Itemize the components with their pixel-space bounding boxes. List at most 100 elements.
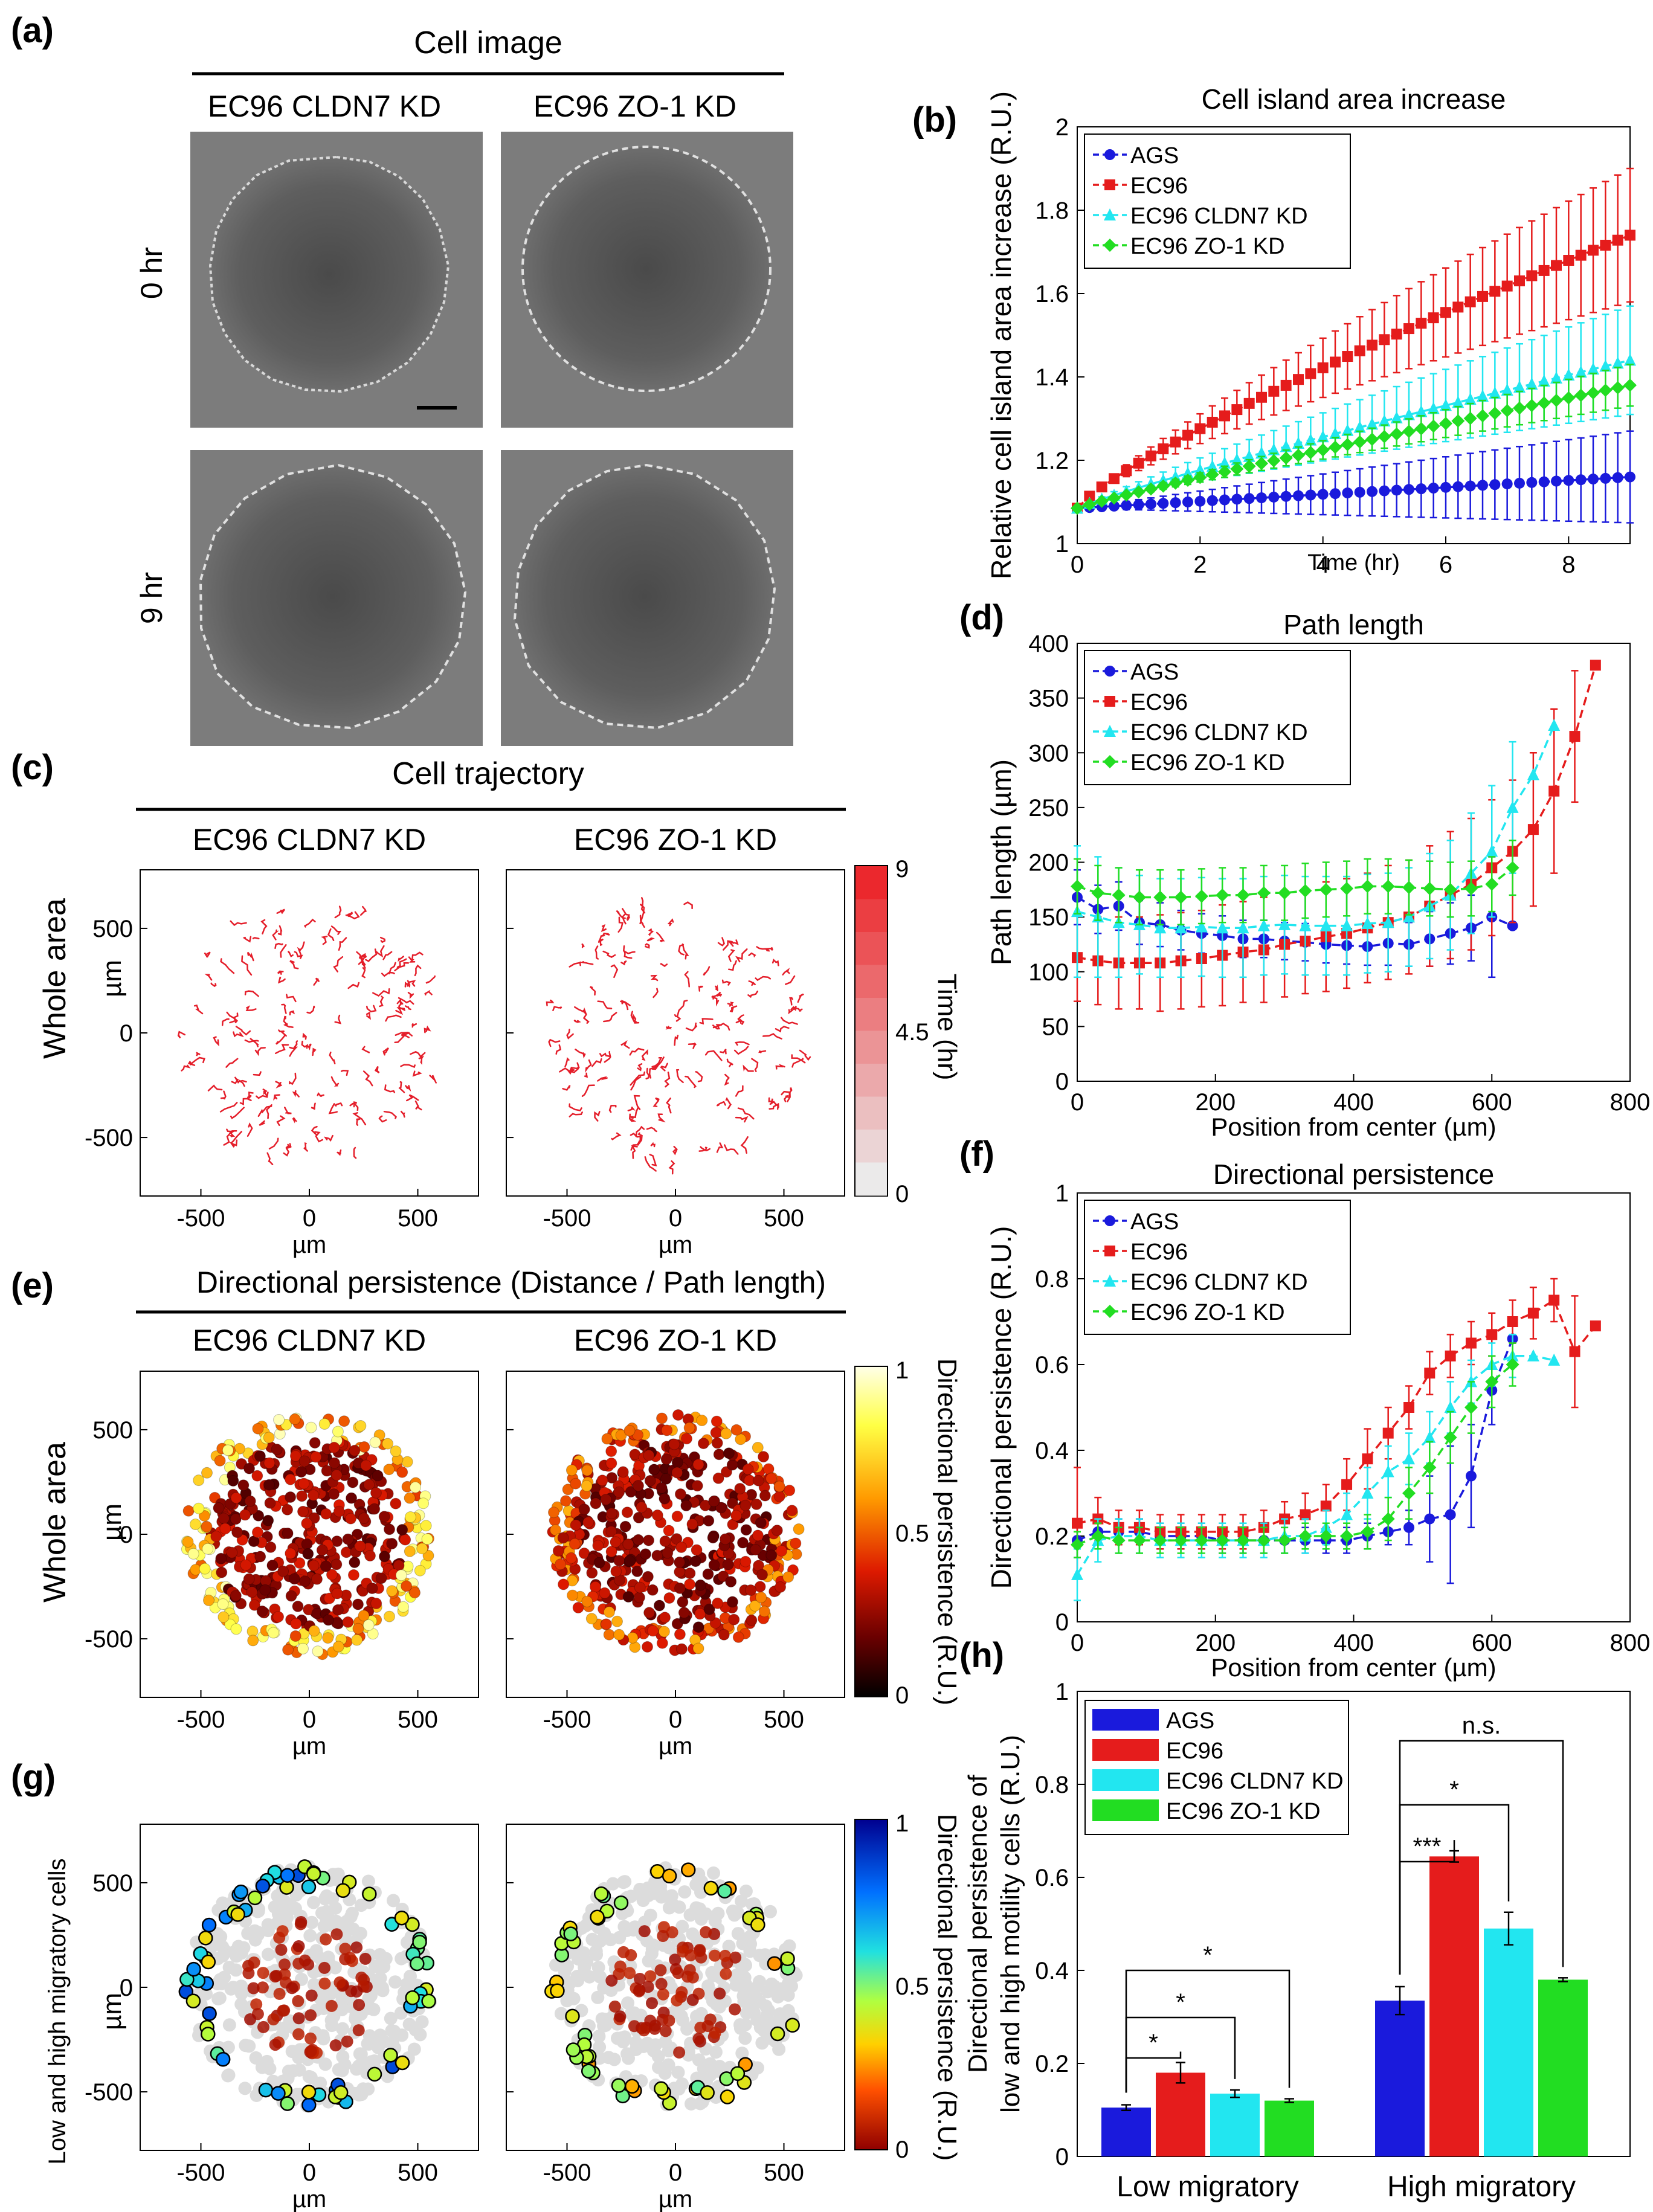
panel-c-col-label-zo1: EC96 ZO-1 KD [574, 823, 777, 857]
marker-zo1 [1181, 474, 1194, 487]
panel-c-cldn7-ytick-label: 500 [92, 916, 133, 942]
cell-track [715, 984, 718, 991]
persistence-dot [730, 1509, 743, 1522]
persistence-dot [404, 1492, 416, 1504]
background-cell-dot [321, 1950, 335, 1964]
background-cell-dot [324, 2013, 338, 2027]
high-migratory-dot [700, 2085, 715, 2100]
marker-cldn7 [1427, 402, 1440, 414]
marker-ec96 [1293, 374, 1304, 385]
cell-track [333, 956, 344, 973]
legend-label: EC96 CLDN7 KD [1130, 720, 1308, 745]
low-migratory-dot [329, 2039, 342, 2052]
high-migratory-dot [255, 1879, 271, 1894]
marker-ec96 [1354, 345, 1365, 356]
chart-b: Cell island area increase 0 2 4 6 8 1 1.2 1.4 1.6… [985, 83, 1637, 579]
cell-track [277, 925, 283, 936]
cell-track [611, 1132, 622, 1140]
persistence-dot [236, 1534, 248, 1546]
low-migratory-dot [605, 1974, 618, 1987]
panel-c-cldn7-ytick-label: -500 [85, 1125, 133, 1151]
marker-zo1 [1562, 391, 1576, 405]
cell-track [382, 951, 393, 960]
high-migratory-dot [590, 1909, 605, 1924]
high-migratory-dot [215, 2051, 231, 2067]
persistence-dot [558, 1578, 570, 1590]
legend-label: EC96 [1166, 1738, 1223, 1764]
persistence-dot [230, 1590, 242, 1602]
persistence-dot [182, 1536, 194, 1548]
high-migratory-dot [230, 1907, 245, 1922]
background-cell-dot [652, 2060, 665, 2074]
panel-g-cldn7-ytick-label: 500 [92, 1870, 133, 1897]
marker-ec96 [1280, 379, 1292, 391]
cell-track [275, 1081, 283, 1088]
persistence-dot [386, 1585, 398, 1597]
high-migratory-dot [333, 2085, 349, 2100]
high-migratory-dot [201, 1917, 217, 1933]
cell-track [292, 1090, 300, 1098]
persistence-dot [231, 1526, 243, 1538]
cell-track [674, 1035, 679, 1046]
persistence-dot [417, 1497, 430, 1509]
low-migratory-dot [700, 1926, 712, 1938]
panel-g-cldn7-xtick-label: 500 [398, 2159, 438, 2186]
marker-ec96 [1445, 1350, 1456, 1362]
legend-label: EC96 ZO-1 KD [1130, 750, 1285, 776]
panel-c-cldn7-xlabel-unit: µm [292, 1232, 326, 1258]
persistence-dot [420, 1520, 432, 1532]
cell-track [594, 1111, 601, 1122]
marker-zo1 [1525, 399, 1539, 413]
cell-track [262, 1088, 268, 1097]
marker-ec96 [1096, 481, 1107, 493]
marker-zo1 [1488, 407, 1502, 420]
cell-track [733, 1046, 749, 1055]
cell-track [717, 991, 723, 997]
cell-track [769, 1101, 779, 1110]
persistence-dot [570, 1477, 582, 1490]
persistence-dot [264, 1497, 276, 1509]
y-tick-label: 300 [1028, 740, 1069, 767]
persistence-dot [311, 1573, 323, 1585]
background-cell-dot [395, 1952, 408, 1966]
background-cell-dot [701, 1979, 715, 1993]
marker-zo1 [1485, 877, 1499, 891]
cell-track [379, 936, 386, 944]
cell-track [656, 931, 665, 942]
persistence-dot [749, 1600, 761, 1612]
marker-zo1 [1464, 882, 1478, 895]
marker-ags [1121, 500, 1132, 511]
persistence-dot [711, 1437, 723, 1449]
cell-track [664, 1072, 671, 1088]
persistence-dot [660, 1473, 672, 1485]
persistence-dot [668, 1438, 680, 1450]
background-cell-dot [757, 2024, 771, 2037]
cell-track [793, 1007, 803, 1012]
persistence-dot [605, 1445, 617, 1458]
cell-track [573, 1019, 581, 1023]
high-migratory-dot [750, 1917, 765, 1932]
persistence-dot [601, 1433, 613, 1445]
cell-track [424, 1025, 431, 1034]
low-migratory-dot [729, 2003, 741, 2016]
marker-ec96 [1158, 443, 1169, 455]
low-migratory-dot [350, 1985, 363, 1998]
cell-track [594, 945, 599, 960]
persistence-dot [369, 1436, 381, 1448]
persistence-dot [680, 1500, 692, 1511]
cell-track [672, 1145, 678, 1156]
cell-track [622, 945, 636, 954]
low-migratory-dot [247, 1982, 260, 1995]
cell-track [237, 1079, 247, 1087]
marker-zo1 [1091, 886, 1105, 900]
persistence-dot [262, 1514, 274, 1526]
cell-track [396, 998, 403, 1005]
background-cell-dot [227, 1946, 240, 1960]
persistence-dot [352, 1598, 364, 1610]
colorbar-g-tick-max: 1 [895, 1810, 909, 1837]
persistence-dot [289, 1413, 301, 1425]
cell-track [791, 1054, 806, 1064]
persistence-dot [332, 1604, 344, 1616]
marker-ec96 [1477, 291, 1488, 302]
